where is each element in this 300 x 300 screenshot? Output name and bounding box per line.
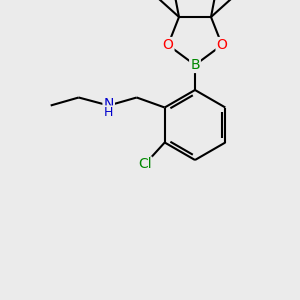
Text: O: O bbox=[163, 38, 173, 52]
Text: Cl: Cl bbox=[138, 158, 152, 172]
Text: B: B bbox=[190, 58, 200, 72]
Text: N: N bbox=[103, 97, 114, 110]
Text: O: O bbox=[217, 38, 227, 52]
Text: H: H bbox=[104, 106, 113, 119]
